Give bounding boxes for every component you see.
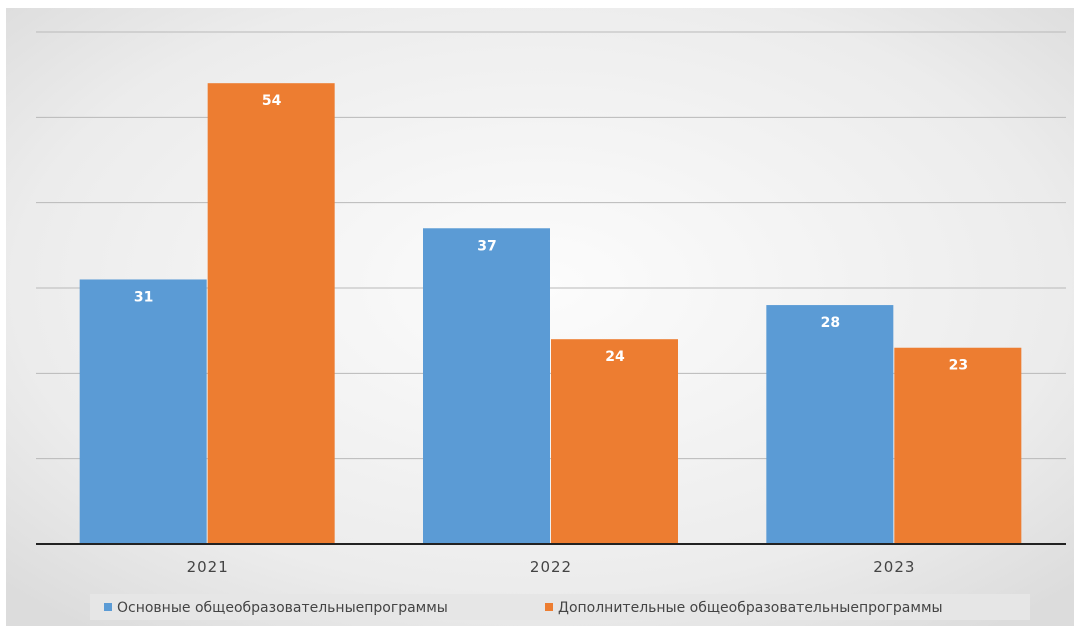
x-tick-labels: 2021 2022 2023 [187, 558, 915, 576]
legend-swatch-series-1 [104, 603, 112, 611]
legend-label-series-1: Основные общеобразовательныепрограммы [117, 600, 448, 616]
x-tick-label-2023: 2023 [873, 558, 915, 576]
legend: Основные общеобразовательныепрограммы Доп… [90, 594, 1030, 620]
bar-2023-series-1 [766, 305, 894, 544]
legend-swatch-series-2 [545, 603, 553, 611]
legend-box [90, 594, 1030, 620]
legend-label-series-2: Дополнительные общеобразовательныепрогра… [558, 600, 943, 616]
bars [79, 83, 1022, 544]
bar-2022-series-2 [551, 339, 678, 544]
data-labels: 31 54 37 24 28 23 [134, 93, 968, 374]
bar-2021-series-1 [79, 279, 207, 544]
x-tick-label-2022: 2022 [530, 558, 572, 576]
bar-2023-series-2 [894, 347, 1022, 544]
data-label-2021-series-1: 31 [134, 289, 153, 305]
data-label-2023-series-2: 23 [949, 358, 968, 374]
data-label-2022-series-1: 37 [477, 238, 496, 254]
data-label-2021-series-2: 54 [262, 93, 282, 109]
data-label-2022-series-2: 24 [605, 349, 625, 365]
bar-2021-series-2 [207, 83, 335, 544]
x-tick-label-2021: 2021 [187, 558, 229, 576]
bar-2022-series-1 [423, 228, 550, 544]
data-label-2023-series-1: 28 [821, 315, 840, 331]
